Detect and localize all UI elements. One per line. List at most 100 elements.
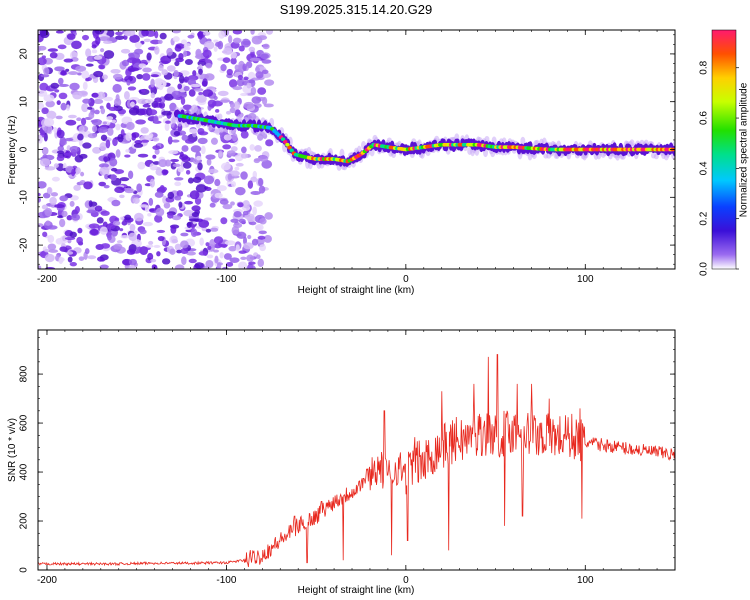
noise-blob [256,238,265,245]
noise-blob [197,127,205,135]
noise-blob [125,132,132,141]
noise-blob [154,78,164,86]
noise-blob [196,155,202,161]
noise-blob [88,111,95,119]
noise-blob [219,199,229,205]
noise-blob [168,150,179,155]
snr-y-tick-label: 800 [19,365,30,382]
noise-blob [226,150,236,157]
noise-blob [76,72,83,76]
noise-blob [173,131,181,137]
noise-blob [129,223,136,232]
noise-blob [38,223,44,228]
noise-blob [202,78,208,87]
noise-blob [127,57,138,64]
noise-blob [223,253,232,260]
noise-blob [238,261,248,269]
noise-blob [112,83,122,93]
noise-blob [42,231,48,238]
colorbar-gradient [711,29,737,270]
noise-blob [89,228,99,236]
noise-blob [256,254,261,260]
noise-blob [76,236,83,245]
noise-blob [153,115,159,124]
noise-blob [251,96,262,104]
noise-blob [246,216,256,223]
noise-blob [144,205,150,213]
noise-blob [61,210,68,218]
noise-blob [141,139,150,143]
noise-blob [142,221,153,227]
noise-blob [124,214,132,221]
noise-blob [152,154,157,159]
noise-blob [243,101,255,109]
noise-blob [237,202,244,208]
noise-blob [261,159,273,169]
noise-blob [68,71,79,76]
noise-blob [214,192,223,199]
noise-blob [106,116,114,121]
noise-blob [148,109,158,116]
noise-blob [110,68,121,74]
noise-blob [222,204,233,210]
noise-blob [115,149,121,158]
snr-frame [37,329,676,571]
noise-blob [224,240,236,246]
noise-blob [174,181,182,187]
noise-blob [198,251,208,256]
noise-blob [58,83,69,87]
noise-blob [180,240,189,249]
noise-blob [221,50,228,54]
noise-blob [249,57,261,62]
noise-blob [257,258,265,268]
noise-blob [213,46,218,52]
noise-blob [197,137,208,145]
noise-blob [103,156,109,162]
noise-blob [217,185,227,192]
noise-blob [232,30,243,35]
spectrogram-x-ticks: -200 -100 0 100 [37,30,676,285]
noise-blob [45,100,55,108]
noise-blob [60,102,67,111]
noise-blob [81,70,90,80]
noise-blob [85,48,92,58]
noise-blob [56,100,61,106]
noise-blob [220,64,227,72]
noise-blob [86,209,97,214]
noise-blob [146,52,152,61]
noise-blob [154,97,162,103]
noise-blob [162,195,168,204]
colorbar-tick-label: 0.0 [699,262,710,276]
noise-blob [216,262,224,266]
noise-blob [178,75,185,84]
colorbar-ticks: 0.0 0.2 0.4 0.6 0.8 [699,60,739,276]
noise-blob [154,46,160,55]
noise-blob [181,145,189,152]
noise-blob [207,245,212,251]
noise-blob [49,52,58,59]
noise-blob [149,178,155,188]
noise-blob [71,213,81,221]
noise-blob [38,181,47,189]
noise-blob [247,112,257,121]
noise-blob [251,238,259,246]
noise-blob [145,244,154,248]
noise-blob [174,44,182,52]
noise-blob [47,243,57,251]
ridge-peak [285,142,290,147]
noise-blob [148,240,154,245]
noise-blob [150,74,159,78]
noise-blob [66,33,76,40]
noise-blob [261,69,269,75]
noise-blob [90,119,99,123]
noise-blob [164,122,170,132]
noise-blob [49,196,57,205]
noise-blob [262,43,270,50]
noise-blob [174,264,185,269]
noise-blob [178,201,183,208]
noise-blob [77,227,83,234]
noise-blob [46,110,57,120]
noise-blob [240,153,248,159]
noise-blob [148,133,154,138]
noise-blob [64,137,74,142]
